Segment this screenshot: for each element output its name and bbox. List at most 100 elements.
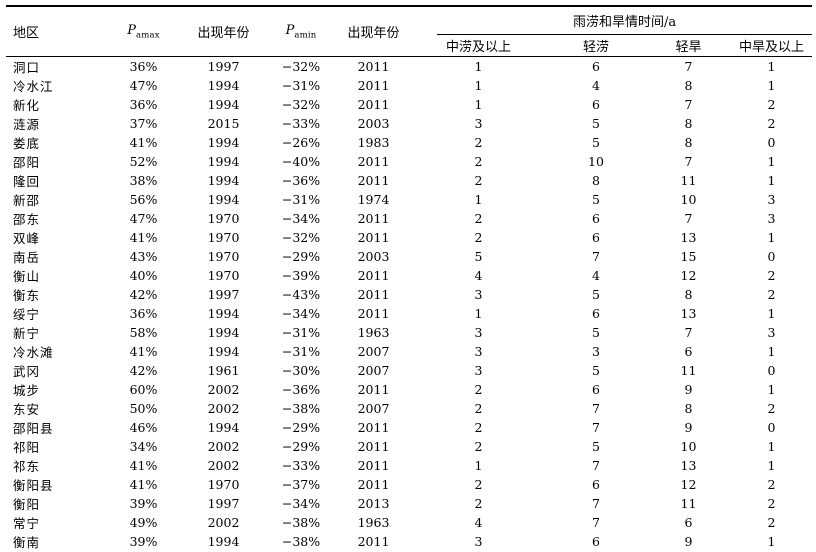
region-cell: 东安 — [13, 402, 41, 417]
year-min-cell: 2011 — [357, 287, 390, 302]
year-min-cell: 2011 — [357, 230, 390, 245]
light-drought-cell: 8 — [684, 78, 693, 93]
year-max-cell: 1970 — [207, 230, 240, 245]
table-header: 地区 Pamax 出现年份 Pamin 出现年份 雨涝和旱情时间/a 中涝及以上… — [6, 6, 813, 57]
light-flood-cell: 6 — [592, 306, 600, 321]
light-drought-cell: 11 — [680, 496, 697, 511]
moderate-flood-cell: 1 — [474, 78, 483, 93]
light-flood-cell: 5 — [592, 135, 600, 150]
light-flood-cell: 4 — [592, 268, 600, 283]
light-drought-cell: 8 — [684, 116, 693, 131]
moderate-drought-cell: 1 — [767, 344, 776, 359]
light-drought-cell: 9 — [684, 382, 693, 397]
year-min-cell: 2011 — [357, 97, 390, 112]
pamin-cell: −29% — [281, 420, 321, 435]
moderate-drought-cell: 0 — [767, 363, 776, 378]
pamin-cell: −34% — [281, 306, 321, 321]
light-flood-cell: 10 — [588, 154, 604, 169]
region-cell: 常宁 — [13, 516, 41, 531]
year-min-cell: 2007 — [357, 344, 390, 359]
table-row: 洞口 36% 1997 −32% 2011 1 6 7 1 — [6, 57, 812, 77]
pamin-cell: −32% — [281, 97, 321, 112]
col-header-light-flood: 轻涝 — [546, 35, 646, 57]
region-cell: 双峰 — [13, 231, 41, 246]
light-flood-cell: 6 — [592, 534, 600, 549]
moderate-drought-cell: 2 — [767, 496, 776, 511]
region-cell: 邵阳县 — [13, 421, 54, 436]
light-drought-cell: 11 — [680, 173, 697, 188]
pamax-cell: 43% — [129, 249, 158, 264]
light-flood-cell: 6 — [592, 211, 600, 226]
pamax-cell: 36% — [129, 97, 158, 112]
pamax-symbol: P — [127, 22, 136, 38]
moderate-flood-cell: 3 — [474, 325, 483, 340]
light-flood-cell: 5 — [592, 287, 600, 302]
moderate-drought-cell: 2 — [767, 268, 776, 283]
moderate-flood-cell: 2 — [474, 135, 483, 150]
pamin-cell: −32% — [281, 59, 321, 74]
moderate-flood-cell: 3 — [474, 534, 483, 549]
light-flood-cell: 7 — [592, 249, 600, 264]
year-min-cell: 2007 — [357, 363, 390, 378]
year-min-cell: 2011 — [357, 78, 390, 93]
moderate-drought-cell: 1 — [767, 154, 776, 169]
table-row: 隆回 38% 1994 −36% 2011 2 8 11 1 — [6, 171, 812, 190]
moderate-drought-cell: 1 — [767, 458, 776, 473]
pamin-cell: −30% — [281, 363, 321, 378]
pamin-cell: −31% — [281, 192, 321, 207]
light-drought-cell: 13 — [680, 306, 697, 321]
pamin-cell: −36% — [281, 173, 321, 188]
moderate-flood-cell: 1 — [474, 192, 483, 207]
moderate-drought-cell: 1 — [767, 230, 776, 245]
pamax-cell: 58% — [129, 325, 158, 340]
year-max-cell: 1994 — [207, 306, 240, 321]
region-cell: 城步 — [13, 383, 41, 398]
pamin-cell: −43% — [281, 287, 321, 302]
light-drought-cell: 7 — [684, 97, 693, 112]
light-flood-cell: 3 — [592, 344, 600, 359]
moderate-flood-cell: 3 — [474, 287, 483, 302]
year-min-cell: 2011 — [357, 306, 390, 321]
col-header-pamin: Pamin — [266, 6, 336, 57]
year-max-cell: 1994 — [207, 135, 240, 150]
moderate-flood-cell: 4 — [474, 268, 483, 283]
light-drought-cell: 8 — [684, 135, 693, 150]
table-row: 双峰 41% 1970 −32% 2011 2 6 13 1 — [6, 228, 812, 247]
light-flood-cell: 7 — [592, 458, 600, 473]
region-cell: 冷水滩 — [13, 345, 54, 360]
pamin-cell: −31% — [281, 325, 321, 340]
year-min-cell: 1963 — [357, 515, 390, 530]
table-row: 祁东 41% 2002 −33% 2011 1 7 13 1 — [6, 456, 812, 475]
table-row: 衡阳县 41% 1970 −37% 2011 2 6 12 2 — [6, 475, 812, 494]
year-max-cell: 2002 — [207, 458, 240, 473]
moderate-flood-cell: 2 — [474, 211, 483, 226]
region-cell: 新邵 — [13, 193, 41, 208]
table-row: 武冈 42% 1961 −30% 2007 3 5 11 0 — [6, 361, 812, 380]
light-drought-cell: 13 — [680, 458, 697, 473]
pamax-cell: 37% — [129, 116, 158, 131]
table-row: 邵阳 52% 1994 −40% 2011 2 10 7 1 — [6, 152, 812, 171]
year-min-cell: 2013 — [357, 496, 390, 511]
year-max-cell: 1997 — [207, 287, 240, 302]
col-header-light-drought: 轻旱 — [646, 35, 731, 57]
light-drought-cell: 7 — [684, 154, 693, 169]
table-row: 新化 36% 1994 −32% 2011 1 6 7 2 — [6, 95, 812, 114]
year-max-cell: 1994 — [207, 97, 240, 112]
table-row: 涟源 37% 2015 −33% 2003 3 5 8 2 — [6, 114, 812, 133]
table-row: 南岳 43% 1970 −29% 2003 5 7 15 0 — [6, 247, 812, 266]
year-min-cell: 1974 — [357, 192, 390, 207]
table-row: 城步 60% 2002 −36% 2011 2 6 9 1 — [6, 380, 812, 399]
light-drought-cell: 10 — [680, 439, 697, 454]
col-header-year-max: 出现年份 — [181, 6, 266, 57]
pamin-cell: −36% — [281, 382, 321, 397]
region-cell: 邵阳 — [13, 155, 41, 170]
year-max-cell: 1961 — [207, 363, 240, 378]
moderate-drought-cell: 1 — [767, 439, 776, 454]
light-drought-cell: 15 — [680, 249, 697, 264]
moderate-flood-cell: 2 — [474, 401, 483, 416]
region-cell: 衡阳 — [13, 497, 41, 512]
year-max-cell: 2015 — [207, 116, 240, 131]
moderate-flood-cell: 1 — [474, 306, 483, 321]
header-row-sub: 中涝及以上 轻涝 轻旱 中旱及以上 — [6, 35, 813, 57]
